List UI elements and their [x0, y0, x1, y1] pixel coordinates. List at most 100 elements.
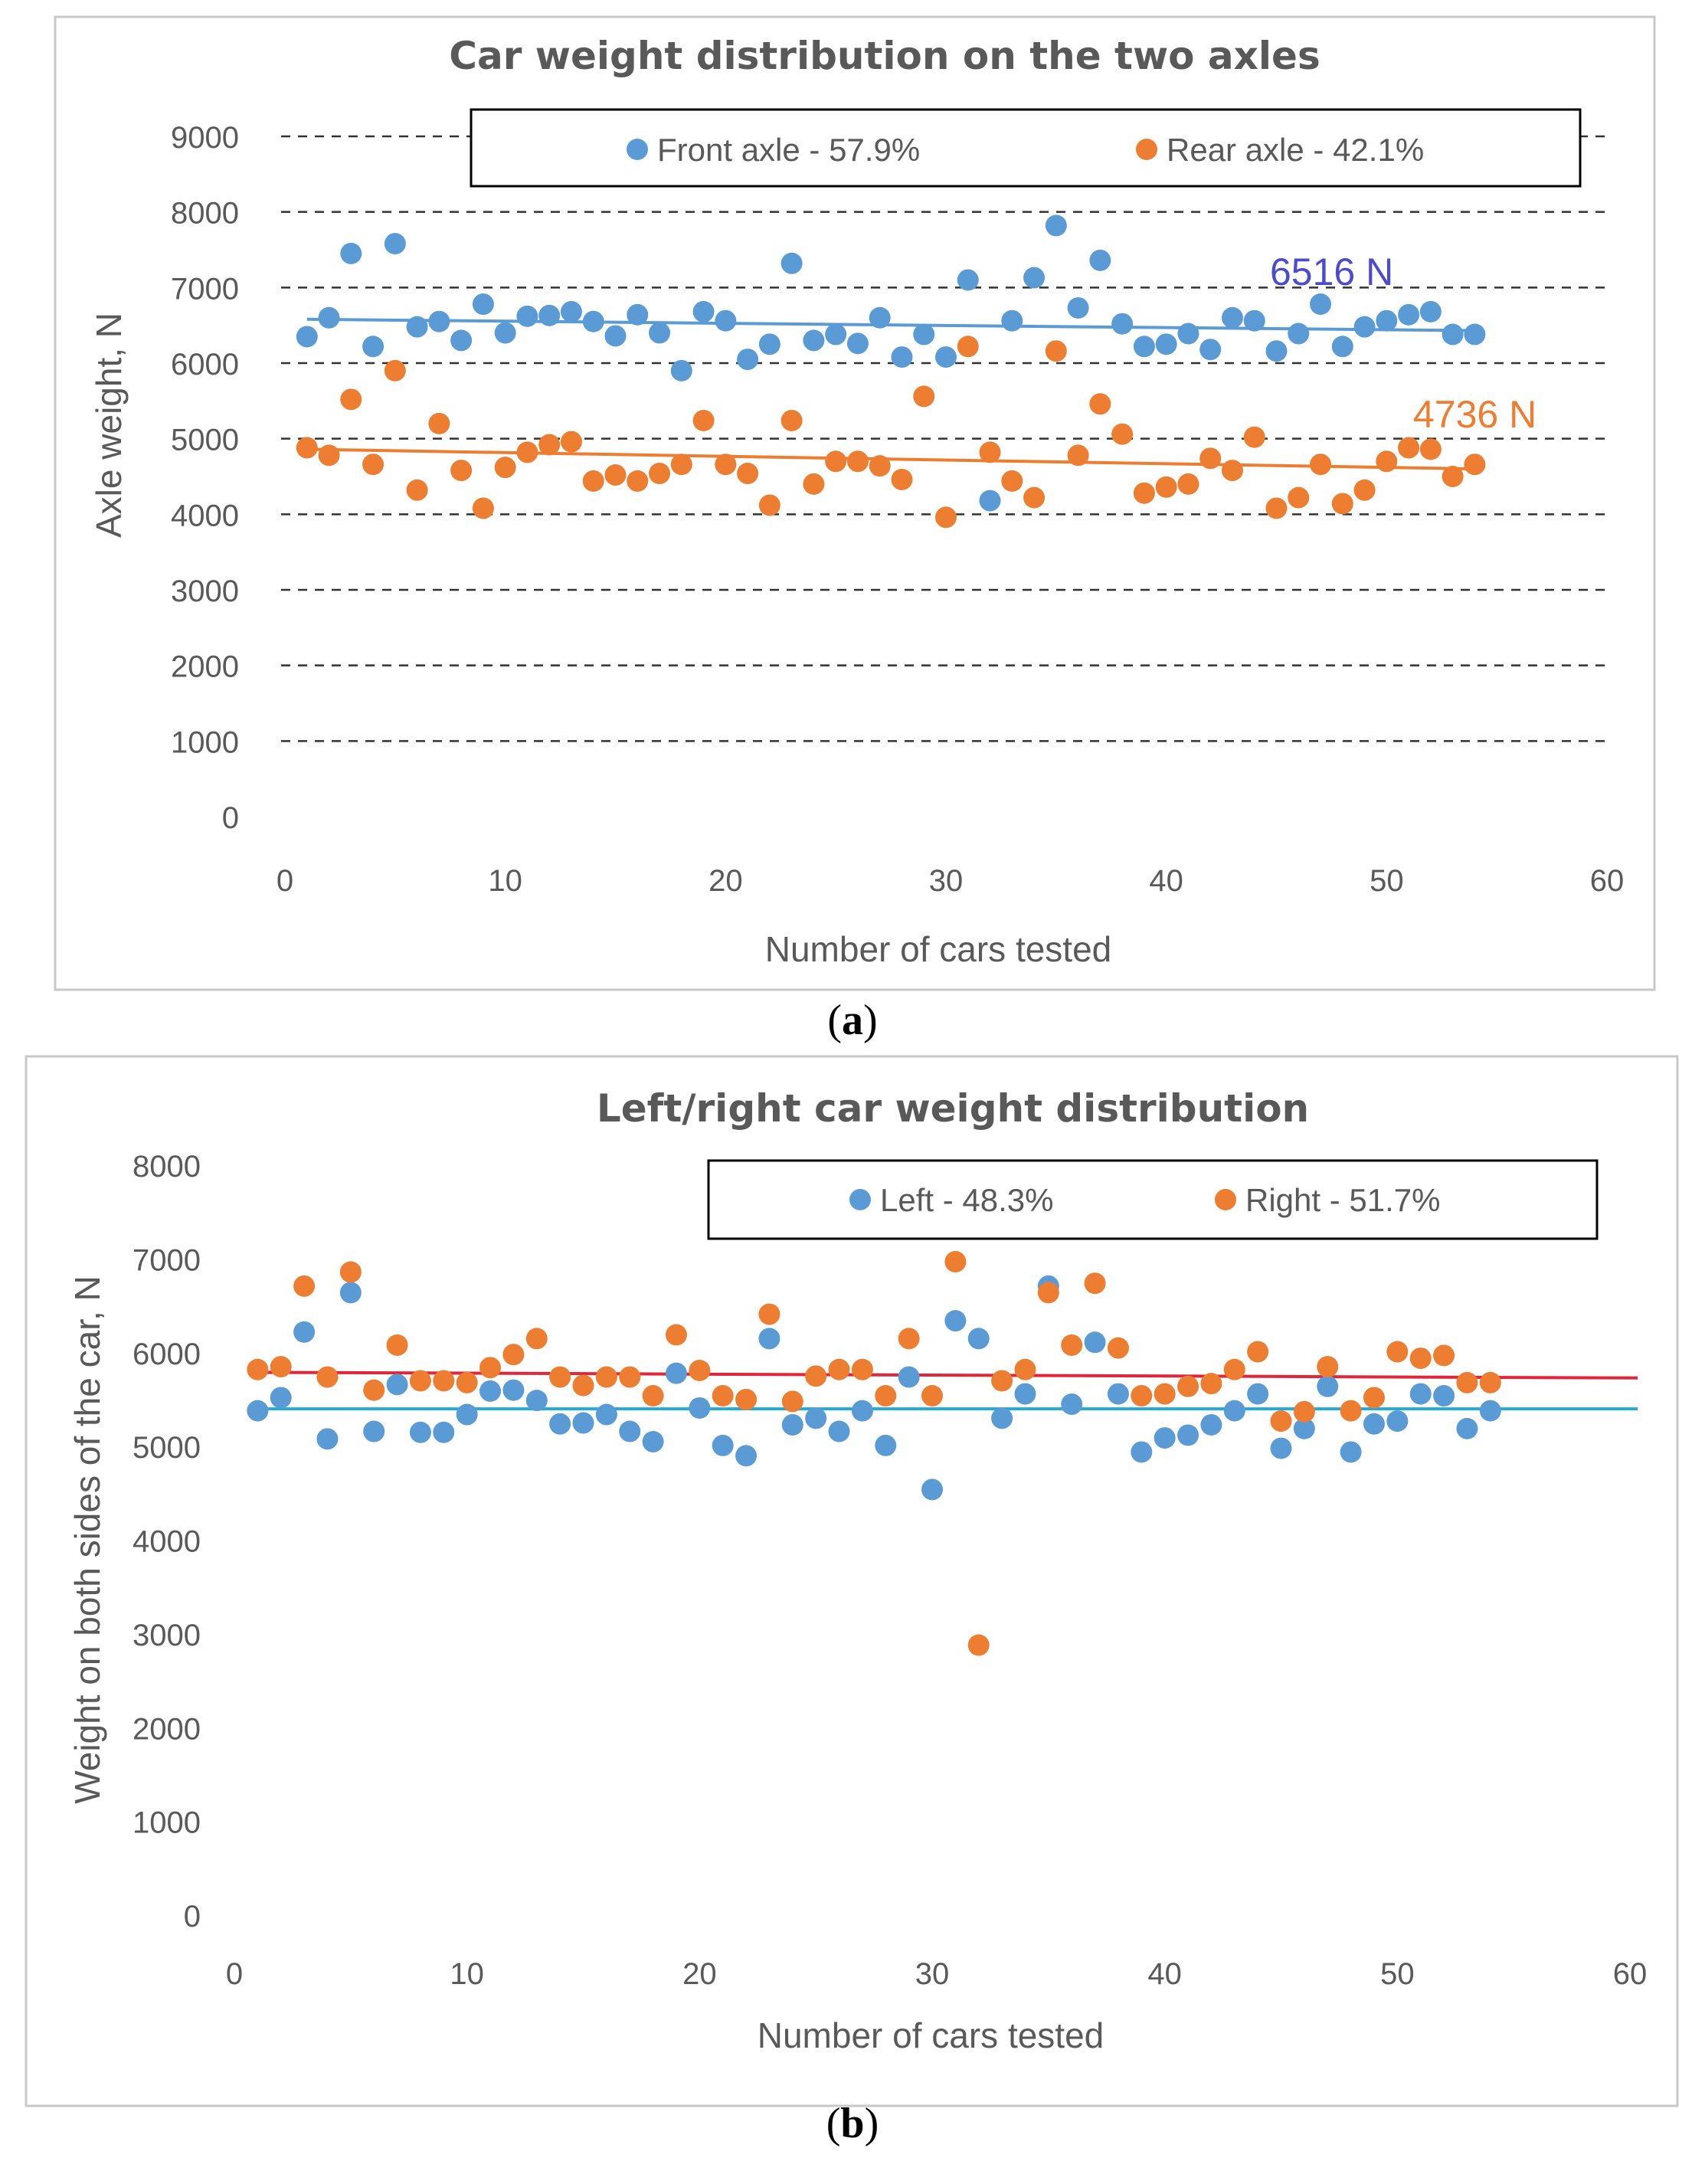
- chart-b-series0-point: [944, 1310, 967, 1332]
- chart-b-y-tick-label: 2000: [133, 1712, 201, 1746]
- chart-b-series0-point: [875, 1434, 897, 1456]
- chart-a-series0-point: [913, 323, 935, 345]
- chart-b-series0-point: [1317, 1375, 1339, 1397]
- chart-a-series0-point: [494, 322, 516, 344]
- chart-b-series0-point: [781, 1413, 803, 1436]
- chart-b-series0-point: [339, 1282, 362, 1304]
- chart-a-series1-point: [670, 453, 692, 476]
- chart-b-y-tick-label: 3000: [133, 1619, 201, 1652]
- chart-a-series1-point: [1089, 393, 1111, 415]
- chart-b-series1-point: [619, 1366, 641, 1388]
- chart-b-series0-point: [898, 1366, 920, 1388]
- chart-b-y-tick-label: 0: [184, 1900, 201, 1934]
- chart-a-series1-point: [846, 450, 869, 473]
- chart-a-series0-point: [450, 329, 473, 352]
- chart-b-series1-point: [689, 1360, 711, 1382]
- chart-a-series1-point: [825, 450, 847, 473]
- chart-b-legend-marker-0: [849, 1189, 871, 1210]
- chart-b-series1-point: [479, 1357, 502, 1379]
- chart-b-series0-point: [1084, 1331, 1106, 1354]
- chart-b-series0-point: [293, 1321, 316, 1343]
- chart-a-series0-point: [957, 269, 979, 291]
- chart-a-series1-point: [494, 457, 516, 479]
- chart-a-y-tick-label: 2000: [171, 650, 239, 684]
- chart-a-series0-point: [1023, 267, 1046, 289]
- chart-a-series1-point: [582, 470, 604, 492]
- chart-a-series1-point: [1398, 437, 1420, 459]
- chart-b-series0-point: [525, 1390, 548, 1412]
- chart-b-series0-point: [247, 1400, 269, 1422]
- chart-b-series1-point: [735, 1388, 758, 1410]
- chart-b-series1-point: [549, 1366, 571, 1388]
- chart-a-series0-point: [737, 349, 759, 371]
- chart-b-series1-point: [642, 1385, 664, 1407]
- chart-b-series1-point: [363, 1379, 385, 1401]
- chart-b-chart-title: Left/right car weight distribution: [597, 1086, 1309, 1131]
- chart-a-series1-point: [1265, 497, 1288, 519]
- chart-b-series1-point: [270, 1356, 292, 1378]
- chart-b-series1-point: [921, 1385, 943, 1407]
- chart-b-legend-label-1: Right - 51.7%: [1245, 1182, 1440, 1218]
- chart-a-series0-point: [803, 329, 825, 352]
- chart-b-x-axis-label: Number of cars tested: [758, 2015, 1104, 2055]
- chart-b-series0-point: [1107, 1383, 1129, 1405]
- chart-a-series0-point: [1155, 333, 1177, 355]
- chart-a-trendline-0: [306, 317, 1475, 332]
- chart-a-series1-point: [1111, 423, 1134, 445]
- chart-a-series0-point: [582, 310, 604, 332]
- chart-b-series0-point: [1177, 1424, 1199, 1446]
- chart-b-series0-point: [1154, 1427, 1176, 1449]
- chart-a-series1-point: [472, 497, 494, 519]
- chart-a-series0-point: [649, 322, 671, 344]
- chart-a-series1-point: [1464, 453, 1486, 476]
- chart-b-series0-point: [595, 1403, 617, 1426]
- chart-b-series1-point: [247, 1358, 269, 1380]
- chart-a-series1-point: [913, 385, 935, 408]
- chart-b-series1-point: [1270, 1410, 1292, 1433]
- chart-a-series0-point: [296, 326, 318, 348]
- chart-a-x-tick-label: 30: [929, 864, 964, 898]
- chart-b-series0-point: [851, 1400, 873, 1422]
- chart-b-series1-point: [1200, 1373, 1222, 1395]
- chart-b-series0-point: [991, 1407, 1013, 1429]
- chart-a-series1-point: [1288, 486, 1310, 509]
- chart-b-series1-point: [991, 1370, 1013, 1392]
- chart-a-y-tick-label: 1000: [171, 725, 239, 759]
- chart-b-series1-point: [1363, 1387, 1385, 1409]
- chart-a-series0-point: [538, 304, 561, 326]
- chart-a-series1-point: [296, 437, 318, 459]
- chart-a-x-tick-label: 50: [1370, 864, 1404, 898]
- chart-a-series1-point: [318, 444, 340, 467]
- chart-b-series1-point: [967, 1634, 990, 1656]
- chart-b-series1-point: [1061, 1334, 1083, 1356]
- chart-b-series1-point: [828, 1358, 850, 1380]
- chart-b-series1-point: [595, 1366, 617, 1388]
- chart-b-series0-point: [1293, 1417, 1315, 1439]
- chart-b-y-tick-label: 1000: [133, 1806, 201, 1840]
- chart-b-x-tick-label: 20: [682, 1957, 717, 1991]
- chart-a-series1-point: [1177, 473, 1199, 495]
- chart-a-series0-point: [935, 346, 957, 368]
- chart-a-series1-point: [1419, 438, 1442, 460]
- chart-b-y-tick-label: 6000: [133, 1338, 201, 1371]
- chart-b-series0-point: [572, 1412, 594, 1434]
- chart-b-series0-point: [316, 1428, 339, 1450]
- chart-b-legend-marker-1: [1215, 1189, 1236, 1210]
- chart-a-series1-point: [1023, 486, 1046, 509]
- chart-b-series0-point: [1247, 1383, 1269, 1405]
- chart-b-series0-point: [1014, 1383, 1036, 1405]
- chart-a-series1-point: [538, 434, 561, 456]
- chart-a-series1-point: [758, 494, 781, 516]
- chart-a-x-axis-label: Number of cars tested: [765, 929, 1112, 969]
- chart-b-series0-point: [712, 1434, 734, 1456]
- chart-a-legend-marker-0: [627, 139, 648, 160]
- chart-a-series1-point: [604, 464, 627, 486]
- chart-b-series1-point: [1317, 1356, 1339, 1378]
- chart-a-series1-point: [1221, 460, 1243, 482]
- chart-b-series1-point: [1340, 1400, 1362, 1422]
- chart-a-series1-point: [1133, 482, 1155, 504]
- chart-a-series1-point: [450, 460, 473, 482]
- chart-b-series0-point: [805, 1407, 827, 1429]
- chart-a-x-tick-label: 10: [488, 864, 522, 898]
- chart-a-series0-point: [1133, 336, 1155, 358]
